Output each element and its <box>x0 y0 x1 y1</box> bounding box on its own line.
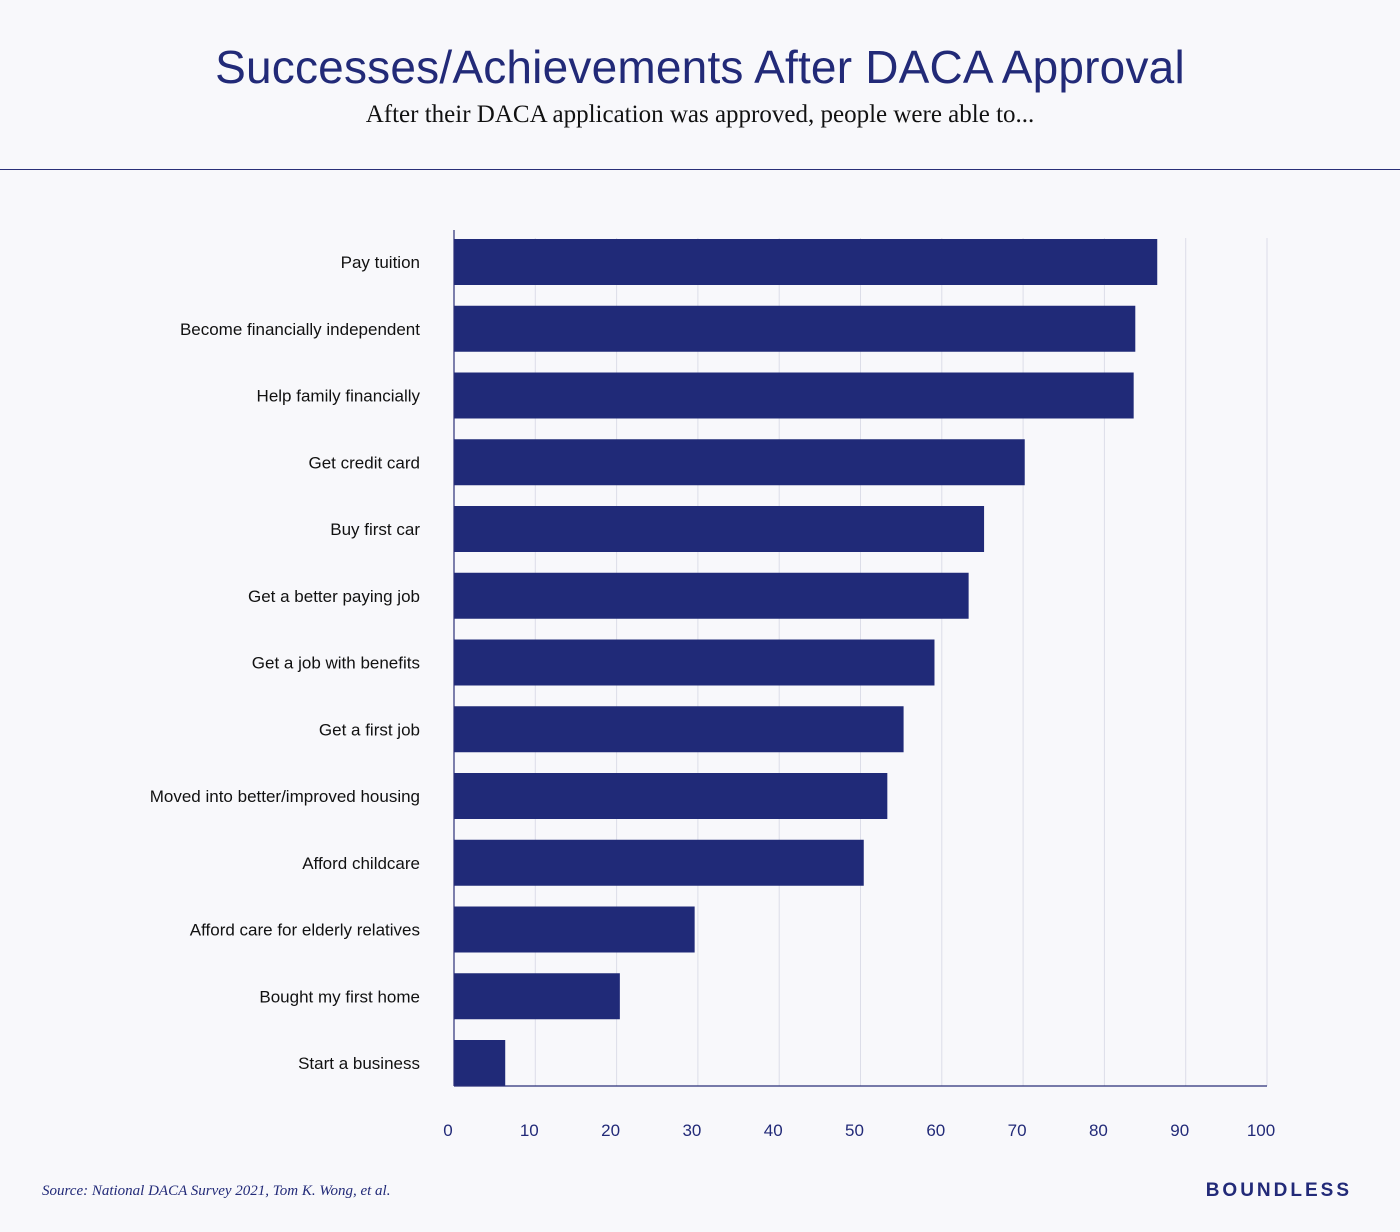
category-label-8: Get a first job <box>319 720 420 739</box>
tick-labels: 0 10 20 30 40 50 60 70 80 90 100 <box>443 1121 1275 1140</box>
x-tick-label-20: 20 <box>601 1121 620 1140</box>
x-tick-label-80: 80 <box>1089 1121 1108 1140</box>
brand-logo: BOUNDLESS <box>1205 1180 1352 1201</box>
category-label-2: Become financially independent <box>180 320 420 339</box>
category-label-1: Pay tuition <box>341 253 420 272</box>
x-tick-label-50: 50 <box>845 1121 864 1140</box>
x-tick-label-90: 90 <box>1170 1121 1189 1140</box>
bars <box>454 239 1158 1086</box>
category-label-11: Afford care for elderly relatives <box>190 921 420 940</box>
category-labels: Pay tuition Become financially independen… <box>150 253 421 1073</box>
x-tick-label-60: 60 <box>926 1121 945 1140</box>
category-label-12: Bought my first home <box>259 987 420 1006</box>
x-tick-label-30: 30 <box>682 1121 701 1140</box>
source-note: Source: National DACA Survey 2021, Tom K… <box>42 1183 391 1199</box>
x-tick-label-40: 40 <box>764 1121 783 1140</box>
category-label-6: Get a better paying job <box>248 587 420 606</box>
header-divider <box>0 169 1400 170</box>
bar-11 <box>454 906 695 953</box>
bar-6 <box>454 572 969 619</box>
x-tick-label-10: 10 <box>520 1121 539 1140</box>
category-label-7: Get a job with benefits <box>252 654 420 673</box>
bar-5 <box>454 506 985 552</box>
category-label-13: Start a business <box>298 1054 420 1073</box>
x-tick-label-100: 100 <box>1247 1121 1275 1140</box>
category-label-5: Buy first car <box>330 520 420 539</box>
bar-2 <box>454 305 1136 352</box>
bar-8 <box>454 706 904 753</box>
bar-4 <box>454 439 1025 486</box>
bar-13 <box>454 1040 506 1086</box>
x-tick-label-70: 70 <box>1008 1121 1027 1140</box>
chart-subtitle: After their DACA application was approve… <box>365 101 1035 128</box>
chart-title: Successes/Achievements After DACA Approv… <box>215 41 1185 93</box>
bar-9 <box>454 773 888 819</box>
category-label-10: Afford childcare <box>302 854 420 873</box>
category-label-4: Get credit card <box>309 453 421 472</box>
x-tick-label-0: 0 <box>443 1121 452 1140</box>
category-label-9: Moved into better/improved housing <box>150 787 420 806</box>
bar-10 <box>454 839 864 886</box>
bar-1 <box>454 239 1158 285</box>
bar-7 <box>454 639 935 686</box>
bar-12 <box>454 973 620 1020</box>
bar-3 <box>454 372 1134 419</box>
axes <box>453 230 1267 1087</box>
category-label-3: Help family financially <box>257 387 421 406</box>
